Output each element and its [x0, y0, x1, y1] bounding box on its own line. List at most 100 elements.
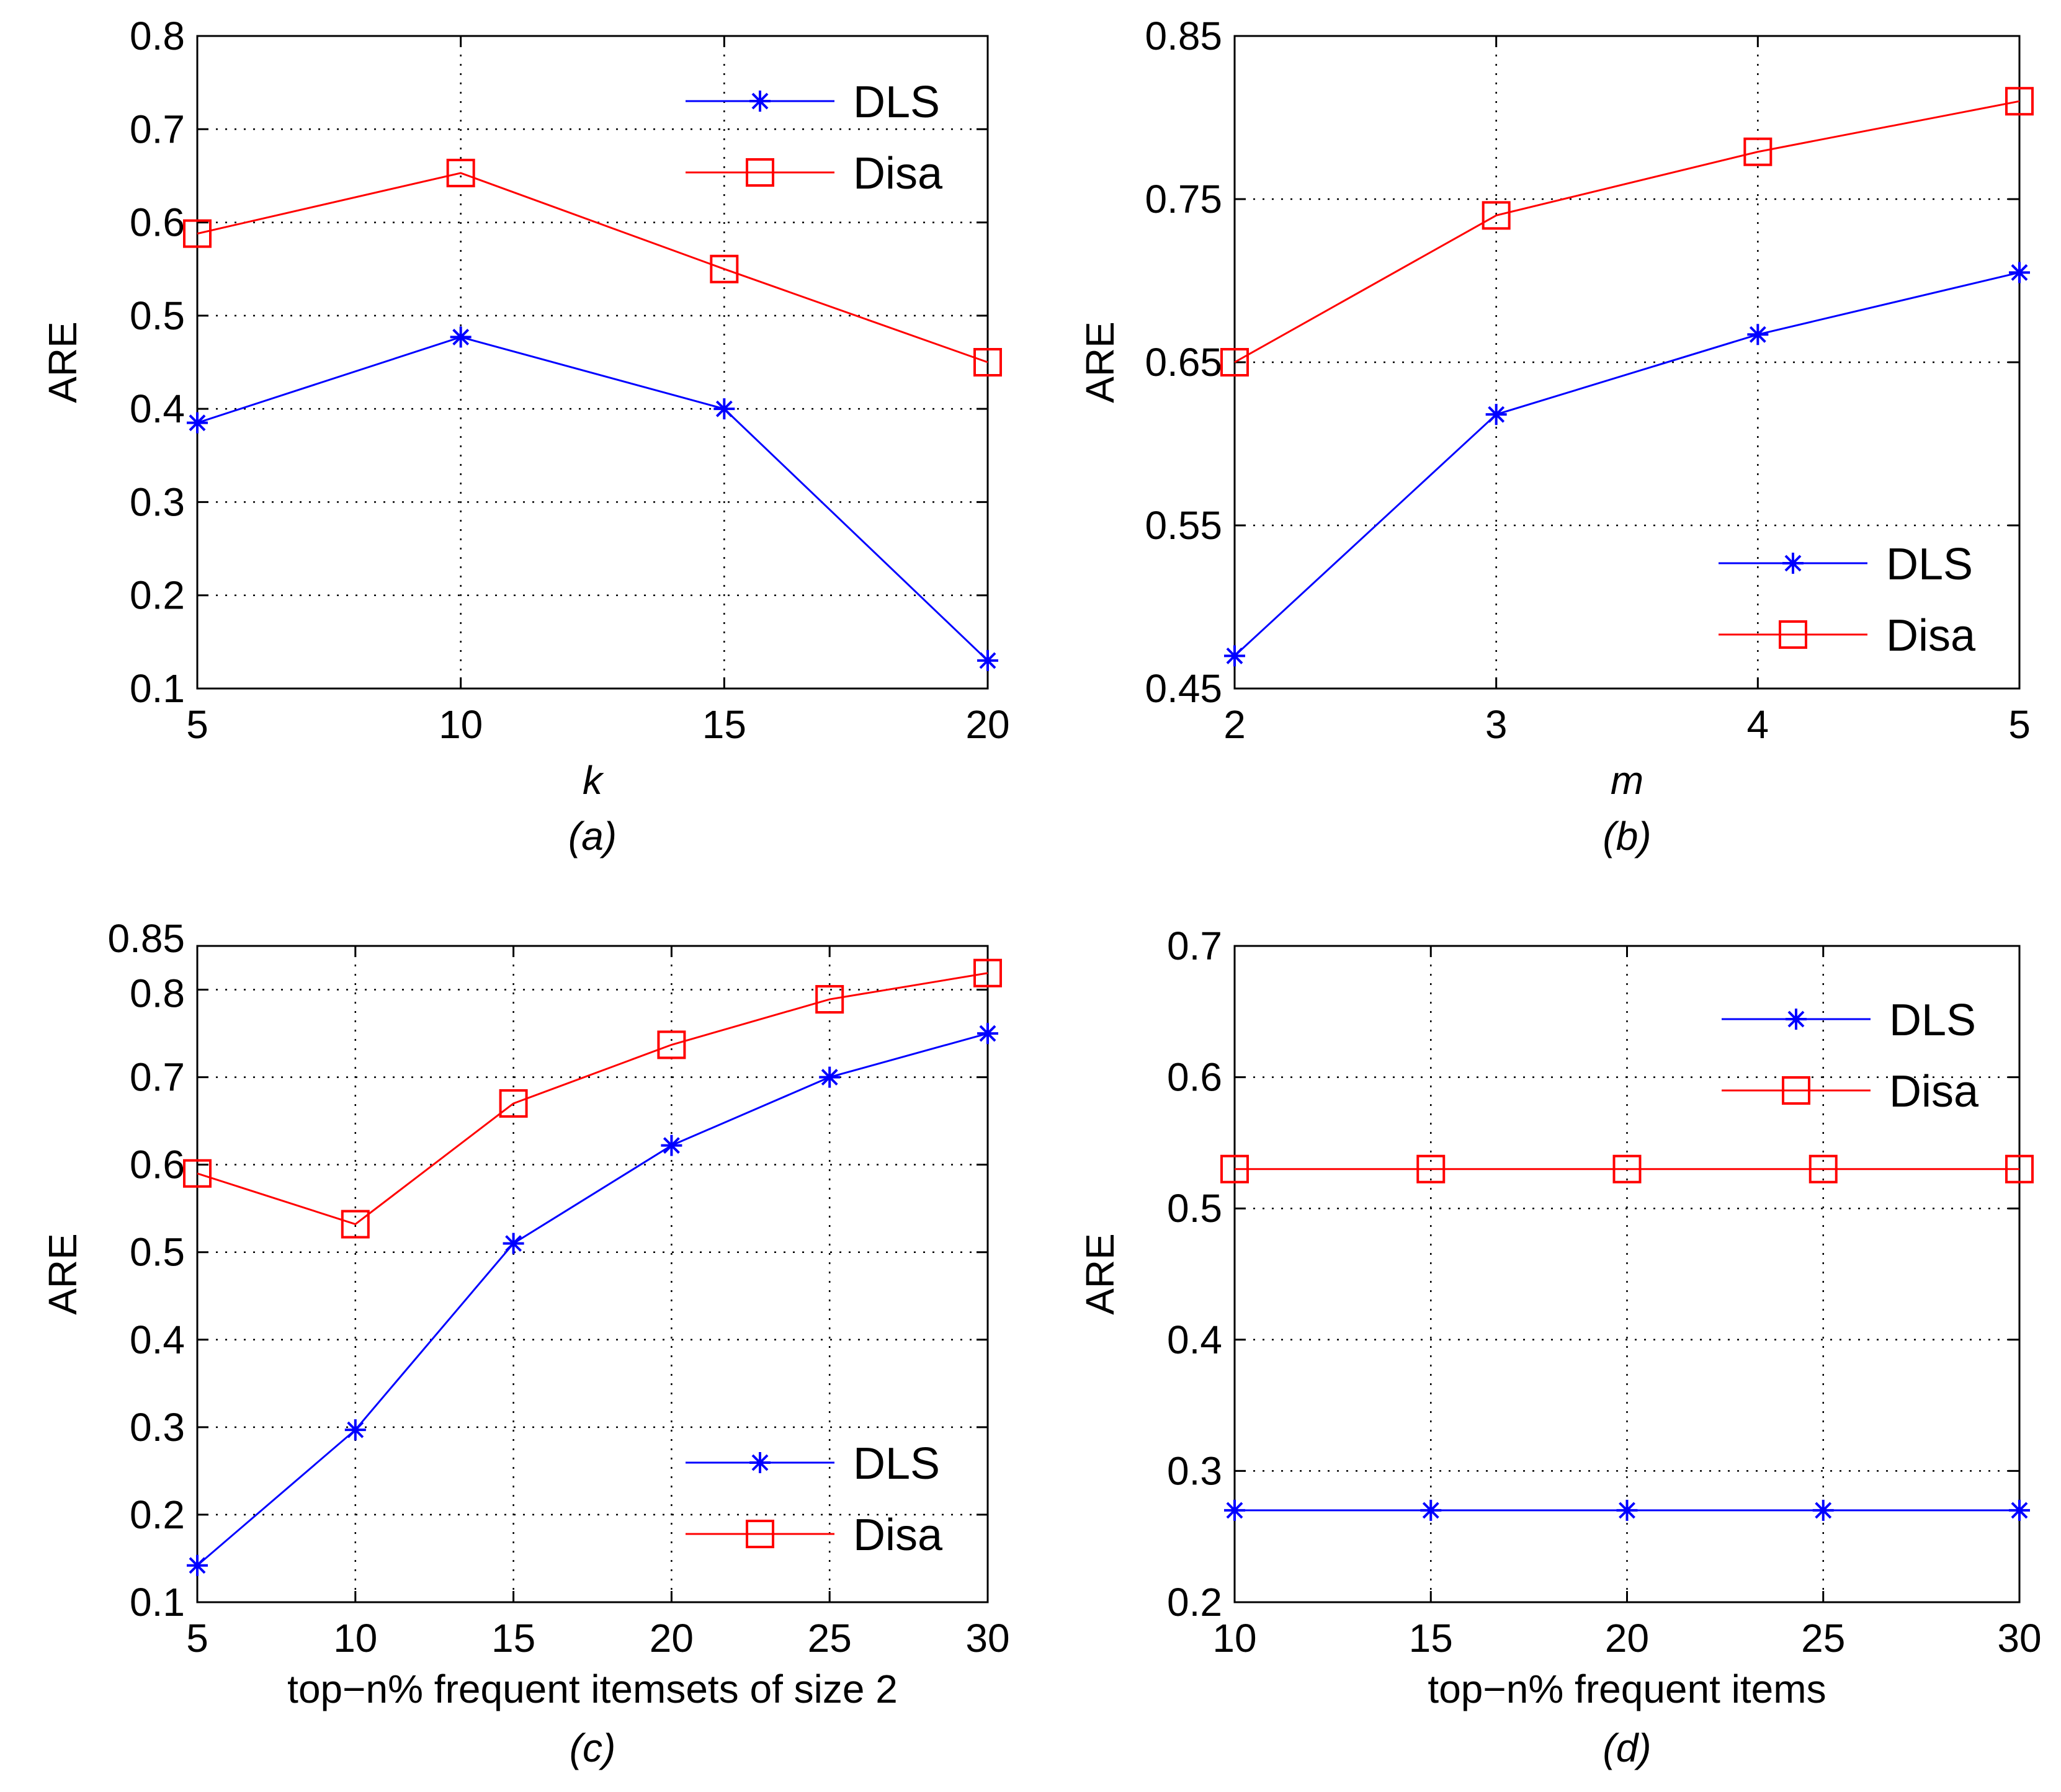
data-point-dls — [1485, 404, 1507, 426]
y-tick-label: 0.5 — [1167, 1186, 1222, 1231]
series-line-dls — [1233, 271, 2020, 657]
y-tick-label: 0.4 — [1167, 1317, 1222, 1362]
data-point-dls — [2009, 262, 2030, 283]
legend-label-disa: Disa — [1886, 611, 1976, 661]
panel-caption: (c) — [570, 1726, 616, 1770]
data-point-disa — [499, 1089, 528, 1118]
data-point-disa — [446, 158, 475, 187]
x-tick-label: 5 — [186, 1616, 208, 1660]
y-tick-label: 0.4 — [130, 1317, 185, 1362]
chart-panel-c: 5 10 15 20 25 30 0.1 0.2 0.3 0.4 0.5 0.6 0.7 0.8 0.85 A… — [40, 916, 1010, 1770]
data-point-disa — [657, 1030, 686, 1059]
data-point-dls — [1616, 1499, 1638, 1521]
x-tick-label: 20 — [650, 1616, 694, 1660]
y-tick-label: 0.3 — [1167, 1448, 1222, 1493]
y-tick-label: 0.2 — [1167, 1580, 1222, 1625]
data-point-dls — [2009, 1499, 2030, 1521]
legend-label-disa: Disa — [1889, 1067, 1979, 1117]
y-tick-label: 0.85 — [1145, 14, 1222, 58]
x-tick-label: 10 — [439, 702, 483, 747]
series-line-disa — [1234, 100, 2020, 363]
y-tick-label: 0.55 — [1145, 503, 1222, 548]
y-axis-label: ARE — [40, 1233, 85, 1315]
x-tick-label: 20 — [965, 702, 1009, 747]
chart-panel-b: 2 3 4 5 0.45 0.55 0.65 0.75 0.85 ARE m (b) DLS Disa — [1078, 14, 2034, 858]
y-tick-label: 0.65 — [1145, 340, 1222, 385]
plot-frame — [196, 35, 989, 690]
data-point-disa — [973, 958, 1002, 987]
x-axis-label: top−n% frequent itemsets of size 2 — [287, 1667, 898, 1711]
data-point-dls — [1224, 1499, 1245, 1521]
legend-marker-disa — [746, 1520, 774, 1548]
legend-label-dls: DLS — [853, 78, 940, 127]
series-line-disa — [197, 972, 988, 1226]
y-tick-label: 0.3 — [130, 479, 185, 524]
x-tick-label: 4 — [1747, 702, 1769, 747]
series-line-dls — [197, 336, 989, 661]
panel-caption: (d) — [1603, 1726, 1651, 1770]
data-point-dls — [713, 398, 735, 420]
legend-marker-disa — [1779, 620, 1807, 649]
y-tick-label: 0.7 — [130, 107, 185, 151]
data-point-dls — [977, 1023, 998, 1045]
data-point-dls — [1812, 1499, 1834, 1521]
y-axis-label: ARE — [1078, 321, 1122, 403]
y-tick-label: 0.45 — [1145, 666, 1222, 711]
data-point-dls — [819, 1066, 841, 1088]
data-point-dls — [1420, 1499, 1442, 1521]
data-point-dls — [344, 1419, 366, 1441]
x-tick-label: 5 — [186, 702, 208, 747]
data-point-dls — [187, 1554, 208, 1576]
data-point-disa — [1482, 201, 1511, 230]
y-tick-label: 0.5 — [130, 1230, 185, 1275]
legend-marker-dls — [749, 1452, 771, 1473]
data-point-disa — [1808, 1154, 1838, 1184]
panel-caption: (a) — [568, 814, 617, 858]
x-tick-label: 5 — [2008, 702, 2031, 747]
x-tick-label: 30 — [1997, 1616, 2041, 1660]
x-tick-label: 2 — [1223, 702, 1246, 747]
x-tick-label: 15 — [491, 1616, 535, 1660]
x-tick-label: 10 — [333, 1616, 377, 1660]
data-point-disa — [1743, 137, 1773, 166]
y-axis-label: ARE — [40, 321, 85, 403]
x-tick-label: 30 — [965, 1616, 1009, 1660]
x-tick-label: 15 — [702, 702, 746, 747]
data-point-disa — [1612, 1154, 1642, 1184]
y-tick-label: 0.7 — [1167, 924, 1222, 968]
data-point-disa — [815, 985, 844, 1014]
legend: DLS Disa — [1719, 540, 1976, 661]
legend-marker-dls — [749, 91, 771, 112]
legend-marker-disa — [1782, 1076, 1810, 1105]
legend-label-dls: DLS — [1889, 996, 1976, 1045]
x-tick-label: 25 — [808, 1616, 852, 1660]
data-point-disa — [183, 219, 212, 248]
data-point-disa — [1220, 1154, 1249, 1184]
data-point-disa — [1220, 348, 1249, 377]
data-point-dls — [450, 326, 472, 348]
y-tick-label: 0.7 — [130, 1055, 185, 1100]
y-tick-label: 0.85 — [107, 916, 185, 961]
series-line-disa — [197, 172, 988, 363]
data-point-dls — [1747, 324, 1769, 345]
data-point-dls — [187, 412, 208, 434]
legend: DLS Disa — [686, 1439, 943, 1560]
data-point-disa — [1416, 1154, 1446, 1184]
y-tick-label: 0.6 — [130, 1143, 185, 1187]
data-point-dls — [1224, 645, 1245, 667]
y-tick-label: 0.8 — [130, 14, 185, 58]
y-tick-label: 0.8 — [130, 971, 185, 1016]
legend-label-dls: DLS — [853, 1439, 940, 1489]
x-tick-label: 15 — [1409, 1616, 1453, 1660]
data-point-dls — [977, 649, 998, 671]
data-point-disa — [2005, 1154, 2034, 1184]
data-point-disa — [2005, 87, 2034, 116]
y-tick-label: 0.5 — [130, 293, 185, 338]
plot-frame — [196, 945, 989, 1603]
legend-label-dls: DLS — [1886, 540, 1973, 589]
data-point-dls — [661, 1134, 682, 1156]
data-point-disa — [710, 254, 739, 283]
legend-label-disa: Disa — [853, 1510, 943, 1560]
x-tick-label: 3 — [1485, 702, 1508, 747]
